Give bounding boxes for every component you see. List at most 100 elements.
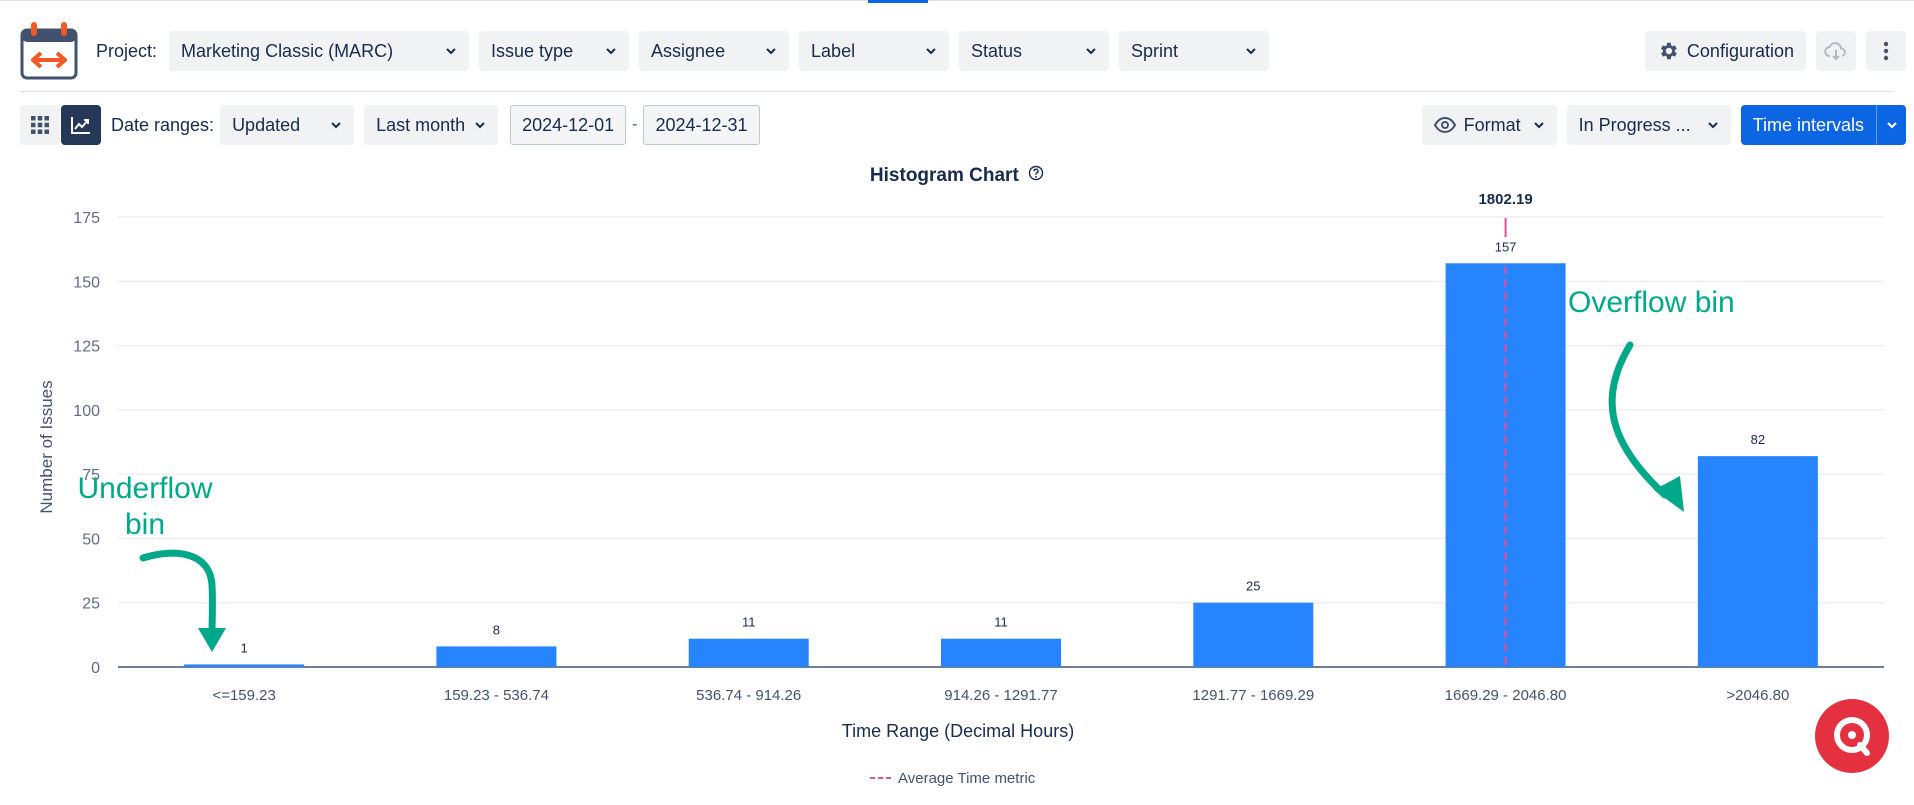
- date-from-input[interactable]: 2024-12-01: [510, 105, 627, 145]
- histogram-chart: 0 25 50 75 100 125 150 175 Number of Issues 1 8 11…: [37, 191, 1884, 787]
- y-tick-label: 50: [82, 531, 100, 548]
- chat-support-button[interactable]: [1815, 699, 1889, 773]
- x-tick-label: 914.26 - 1291.77: [944, 687, 1057, 704]
- configuration-button[interactable]: Configuration: [1644, 31, 1806, 71]
- label-filter-label: Label: [811, 40, 856, 61]
- chevron-down-icon: [1086, 48, 1096, 55]
- chart-gridlines: [118, 216, 1884, 604]
- y-tick-label: 125: [73, 339, 100, 356]
- y-tick-label: 175: [73, 210, 100, 227]
- active-tab-indicator: [868, 0, 928, 3]
- chevron-down-icon: [926, 48, 936, 55]
- assignee-filter-label: Assignee: [651, 40, 726, 61]
- bar-value-label: 1: [241, 640, 248, 655]
- top-border: [0, 0, 1914, 1]
- x-tick-label: >2046.80: [1726, 687, 1789, 704]
- histogram-bar[interactable]: [941, 638, 1061, 667]
- x-tick-label: 1291.77 - 1669.29: [1192, 687, 1314, 704]
- chevron-down-icon: [1886, 122, 1897, 129]
- y-tick-label: 0: [91, 660, 100, 677]
- bar-value-label: 25: [1246, 579, 1260, 594]
- calendar-arrows-icon[interactable]: [20, 20, 78, 82]
- chart-legend: Average Time metric: [870, 770, 1036, 787]
- chart-title-text: Histogram Chart: [869, 165, 1019, 187]
- chevron-down-icon: [606, 48, 616, 55]
- histogram-bar[interactable]: [688, 638, 809, 667]
- date-to-input[interactable]: 2024-12-31: [643, 105, 760, 145]
- issue-type-filter-label: Issue type: [491, 40, 574, 61]
- y-axis-title: Number of Issues: [37, 380, 56, 513]
- y-tick-label: 25: [82, 596, 100, 613]
- overflow-arrow: [1608, 341, 1669, 499]
- y-tick-label: 150: [73, 274, 100, 291]
- date-field-select[interactable]: Updated: [220, 105, 355, 145]
- assignee-filter[interactable]: Assignee: [639, 31, 790, 71]
- histogram-bar[interactable]: [1697, 456, 1818, 667]
- chevron-down-icon: [1246, 48, 1256, 55]
- more-actions-button[interactable]: [1866, 31, 1906, 71]
- date-separator: -: [632, 116, 638, 133]
- eye-icon: [1433, 117, 1456, 133]
- project-label: Project:: [96, 40, 158, 61]
- chevron-down-icon: [1707, 122, 1718, 129]
- y-tick-label: 75: [82, 467, 100, 484]
- sprint-filter-label: Sprint: [1131, 40, 1179, 61]
- status-filter-label: Status: [971, 40, 1023, 61]
- chart-view-button[interactable]: [61, 105, 101, 145]
- gear-icon: [1660, 42, 1677, 60]
- chart-view-icon: [71, 117, 90, 134]
- status-metric-value: In Progress ...: [1578, 114, 1691, 135]
- project-select[interactable]: Marketing Classic (MARC): [169, 31, 470, 71]
- sprint-filter[interactable]: Sprint: [1119, 31, 1270, 71]
- histogram-bar[interactable]: [436, 646, 557, 667]
- time-intervals-label: Time intervals: [1752, 114, 1864, 135]
- label-filter[interactable]: Label: [799, 31, 950, 71]
- configuration-button-label: Configuration: [1686, 40, 1794, 61]
- format-button[interactable]: Format: [1421, 105, 1557, 145]
- grid-view-icon: [31, 116, 49, 134]
- overflow-annotation-text: Overflow bin: [1568, 286, 1735, 319]
- issue-type-filter[interactable]: Issue type: [479, 31, 630, 71]
- period-select[interactable]: Last month: [364, 105, 499, 145]
- histogram-bar[interactable]: [1193, 602, 1314, 667]
- format-button-label: Format: [1463, 114, 1521, 135]
- bar-value-label: 82: [1751, 432, 1765, 447]
- date-field-value: Updated: [232, 114, 301, 135]
- x-tick-label: 536.74 - 914.26: [696, 687, 801, 704]
- cloud-download-icon: [1824, 42, 1846, 61]
- underflow-annotation-line2: bin: [125, 508, 165, 541]
- underflow-arrowhead: [198, 628, 226, 652]
- average-value-label: 1802.19: [1478, 191, 1532, 208]
- date-ranges-label: Date ranges:: [111, 114, 215, 135]
- x-tick-label: 1669.29 - 2046.80: [1445, 687, 1567, 704]
- chevron-down-icon: [766, 48, 776, 55]
- overflow-arrowhead: [1654, 476, 1684, 512]
- underflow-arrow: [139, 549, 216, 642]
- chart-title: Histogram Chart: [0, 165, 1914, 187]
- chat-support-icon: [1834, 717, 1870, 756]
- legend-label[interactable]: Average Time metric: [898, 770, 1036, 787]
- download-button[interactable]: [1816, 31, 1856, 71]
- project-select-value: Marketing Classic (MARC): [181, 40, 394, 61]
- status-metric-select[interactable]: In Progress ...: [1566, 105, 1731, 145]
- grid-view-button[interactable]: [20, 105, 60, 145]
- help-icon[interactable]: [1028, 165, 1044, 187]
- histogram-bar[interactable]: [184, 664, 305, 667]
- toolbar-divider: [20, 91, 1894, 92]
- x-axis-title: Time Range (Decimal Hours): [842, 721, 1074, 741]
- chevron-down-icon: [331, 122, 341, 129]
- y-tick-label: 100: [73, 403, 100, 420]
- average-line-group: 1802.19: [1478, 191, 1533, 667]
- more-vertical-icon: [1883, 41, 1889, 61]
- chevron-down-icon: [446, 48, 456, 55]
- chart-controls: Date ranges: Updated Last month 2024-12-…: [20, 105, 1906, 145]
- status-filter[interactable]: Status: [959, 31, 1110, 71]
- time-intervals-button[interactable]: Time intervals: [1740, 105, 1906, 145]
- filter-toolbar: Project: Marketing Classic (MARC) Issue …: [20, 18, 1906, 84]
- time-intervals-menu[interactable]: [1876, 105, 1906, 145]
- underflow-annotation-line1: Underflow: [77, 472, 212, 505]
- period-value: Last month: [376, 114, 466, 135]
- bar-value-label: 8: [493, 622, 500, 637]
